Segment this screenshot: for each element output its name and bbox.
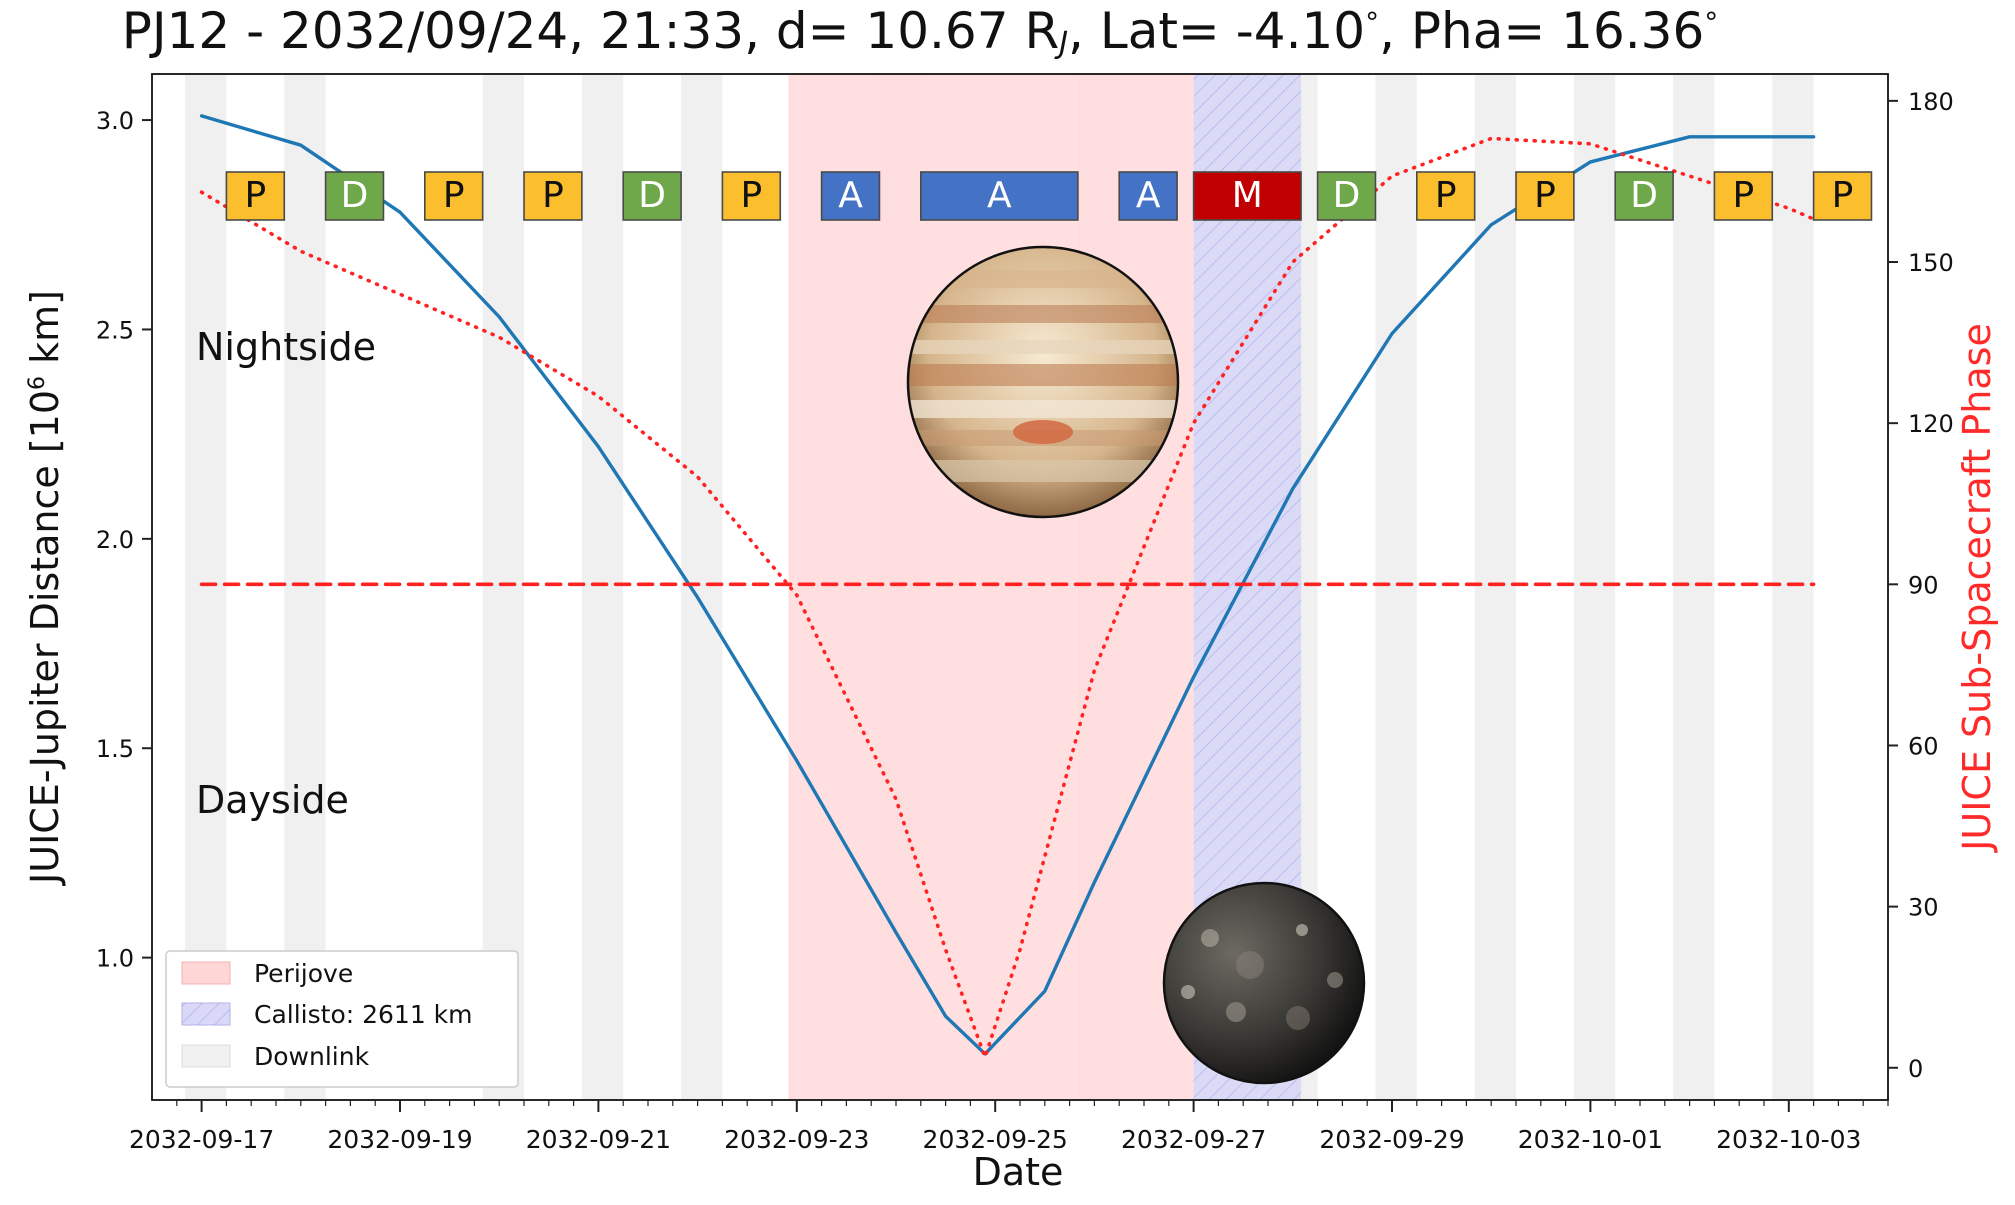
downlink-band-3 <box>581 74 624 1100</box>
legend-box <box>165 950 519 1088</box>
downlink-band-1 <box>284 74 326 1100</box>
x-tick-label-6: 2032-09-29 <box>1319 1125 1464 1154</box>
activity-box-label-14: P <box>1732 175 1754 216</box>
activity-box-label-7: A <box>987 175 1012 216</box>
series-line-1 <box>199 136 1816 1059</box>
activity-box-3 <box>523 171 583 221</box>
activity-box-label-10: D <box>1333 175 1361 216</box>
callisto-image <box>1162 881 1366 1085</box>
chart-title-degree-1: ° <box>1365 6 1379 39</box>
legend-label-callisto: Callisto: 2611 km <box>254 1000 473 1029</box>
activity-box-5 <box>721 171 782 221</box>
activity-box-6 <box>820 171 881 221</box>
downlink-band-4 <box>681 74 723 1100</box>
activity-box-label-2: P <box>443 175 465 216</box>
x-tick-label-4: 2032-09-25 <box>923 1125 1068 1154</box>
downlink-band-12 <box>1772 74 1814 1100</box>
activity-box-2 <box>423 171 484 221</box>
dayside-label: Dayside <box>196 778 349 822</box>
legend-swatch-callisto-hatch <box>182 1003 230 1025</box>
left-tick-label-1: 1.5 <box>96 735 134 763</box>
right-axis-label: JUICE Sub-Spacecraft Phase <box>1955 323 1999 853</box>
left-axis-label-superscript: 6 <box>25 376 50 390</box>
activity-box-1 <box>324 171 385 221</box>
right-tick-label-6: 180 <box>1908 88 1954 116</box>
right-tick-label-5: 150 <box>1908 249 1954 277</box>
legend-label-downlink: Downlink <box>254 1042 370 1071</box>
right-axis: 0 30 60 90 120 150 180 <box>1888 88 1954 1083</box>
left-axis-label: JUICE-Jupiter Distance [106 km] <box>23 290 67 886</box>
activity-box-0 <box>225 171 286 221</box>
left-tick-label-0: 1.0 <box>96 945 134 973</box>
downlink-band-2 <box>482 74 524 1100</box>
activity-box-11 <box>1416 171 1476 221</box>
x-tick-label-5: 2032-09-27 <box>1121 1125 1266 1154</box>
activity-box-4 <box>622 171 682 221</box>
right-tick-label-3: 90 <box>1908 571 1939 599</box>
activity-box-10 <box>1316 171 1377 221</box>
nightside-label: Nightside <box>196 325 376 369</box>
x-tick-label-2: 2032-09-21 <box>526 1125 671 1154</box>
perijove-band <box>788 74 1194 1100</box>
x-tick-label-7: 2032-10-01 <box>1518 1125 1663 1154</box>
activity-box-label-13: D <box>1630 175 1658 216</box>
activity-box-label-0: P <box>244 175 266 216</box>
left-tick-label-3: 2.5 <box>96 316 134 344</box>
activity-box-label-9: M <box>1232 175 1263 216</box>
chart-title-phase: , Pha= 16.36 <box>1379 2 1704 60</box>
left-tick-label-2: 2.0 <box>96 526 134 554</box>
activity-box-label-3: P <box>542 175 564 216</box>
activity-box-label-12: P <box>1534 175 1556 216</box>
chart-title-main: PJ12 - 2032/09/24, 21:33, d= 10.67 R <box>122 2 1060 60</box>
x-tick-label-0: 2032-09-17 <box>129 1125 274 1154</box>
left-axis-label-main: JUICE-Jupiter Distance [10 <box>23 390 67 886</box>
activity-box-label-8: A <box>1136 175 1161 216</box>
left-axis: 1.0 1.5 2.0 2.5 3.0 <box>96 107 152 973</box>
chart-title-latitude: , Lat= -4.10 <box>1068 2 1365 60</box>
x-axis-label: Date <box>973 1150 1064 1194</box>
legend-swatch-perijove <box>181 961 231 985</box>
activity-box-8 <box>1118 171 1178 221</box>
x-axis: 2032-09-17 2032-09-19 2032-09-21 2032-09-23… <box>129 1100 1889 1154</box>
activity-box-12 <box>1515 171 1575 221</box>
right-tick-label-1: 30 <box>1908 894 1939 922</box>
downlink-band-0 <box>185 74 227 1100</box>
right-tick-label-4: 120 <box>1908 410 1954 438</box>
left-tick-label-4: 3.0 <box>96 107 134 135</box>
downlink-band-9 <box>1474 74 1516 1100</box>
x-tick-label-3: 2032-09-23 <box>724 1125 869 1154</box>
activity-box-15 <box>1812 171 1873 221</box>
downlink-band-11 <box>1673 74 1715 1100</box>
activity-box-label-11: P <box>1435 175 1457 216</box>
downlink-band-10 <box>1573 74 1616 1100</box>
right-tick-label-0: 0 <box>1908 1055 1923 1083</box>
activity-box-label-6: A <box>838 175 863 216</box>
x-tick-label-1: 2032-09-19 <box>327 1125 472 1154</box>
legend-label-perijove: Perijove <box>254 959 353 988</box>
chart-title: PJ12 - 2032/09/24, 21:33, d= 10.67 RJ, L… <box>122 2 1719 61</box>
activity-box-13 <box>1614 171 1674 221</box>
legend: Perijove Callisto: 2611 km Downlink <box>165 950 519 1088</box>
activity-box-label-5: P <box>740 175 762 216</box>
x-tick-label-8: 2032-10-03 <box>1716 1125 1861 1154</box>
activity-box-label-1: D <box>341 175 369 216</box>
activity-box-label-15: P <box>1832 175 1854 216</box>
jupiter-image <box>906 245 1180 519</box>
activity-box-14 <box>1713 171 1774 221</box>
left-axis-label-tail: km] <box>23 290 67 376</box>
activity-box-9 <box>1192 171 1302 221</box>
activity-box-7 <box>919 171 1079 221</box>
downlink-band-8 <box>1375 74 1417 1100</box>
right-tick-label-2: 60 <box>1908 732 1939 760</box>
shaded-regions <box>185 74 1814 1100</box>
chart-title-degree-2: ° <box>1704 6 1718 39</box>
legend-swatch-downlink <box>181 1044 231 1068</box>
activity-box-label-4: D <box>638 175 666 216</box>
